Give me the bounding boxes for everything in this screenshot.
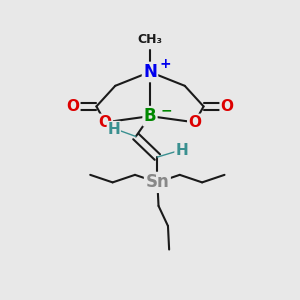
- Text: Sn: Sn: [146, 173, 169, 191]
- Text: H: H: [107, 122, 120, 136]
- Text: O: O: [220, 99, 234, 114]
- Text: H: H: [175, 143, 188, 158]
- Text: B: B: [144, 107, 156, 125]
- Text: O: O: [188, 115, 201, 130]
- Text: +: +: [160, 57, 171, 71]
- Text: N: N: [143, 63, 157, 81]
- Text: CH₃: CH₃: [137, 33, 163, 46]
- Text: O: O: [66, 99, 80, 114]
- Text: −: −: [160, 104, 172, 118]
- Text: O: O: [99, 115, 112, 130]
